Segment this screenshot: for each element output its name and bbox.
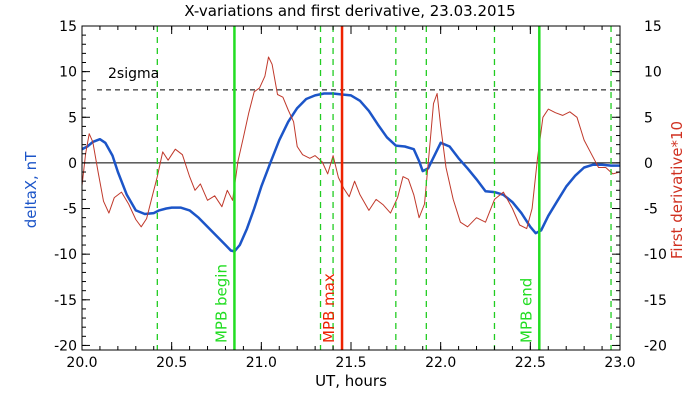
x-tick-label: 22.5 — [515, 355, 546, 371]
threshold-label: 2sigma — [108, 66, 159, 82]
y-tick-label-left: 15 — [59, 19, 77, 35]
y-tick-label-right: 5 — [644, 110, 653, 126]
x-tick-label: 22.0 — [425, 355, 456, 371]
x-tick-label: 21.0 — [246, 355, 277, 371]
y-tick-label-right: 15 — [644, 19, 662, 35]
series-line-derivative — [82, 56, 620, 230]
x-tick-label: 23.0 — [604, 355, 635, 371]
event-label-mpb-max: MPB max — [320, 273, 338, 343]
y-axis-label-right: First derivative*10 — [668, 121, 686, 259]
y-axis-label-left: deltaX, nT — [22, 151, 40, 228]
event-label-mpb-end: MPB end — [517, 278, 535, 343]
y-tick-label-right: 0 — [644, 156, 653, 172]
y-tick-label-right: -10 — [644, 247, 667, 263]
reference-lines — [82, 89, 620, 164]
y-tick-label-right: -20 — [644, 338, 667, 354]
chart-title: X-variations and first derivative, 23.03… — [184, 2, 515, 20]
x-tick-label: 20.5 — [156, 355, 187, 371]
x-tick-label: 21.5 — [335, 355, 366, 371]
event-lines: MPB begin MPB max MPB end — [156, 26, 612, 350]
y-tick-label-left: -20 — [54, 338, 77, 354]
y-tick-label-right: 10 — [644, 65, 662, 81]
y-tick-label-left: -15 — [54, 293, 77, 309]
y-tick-label-left: 10 — [59, 65, 77, 81]
y-tick-label-left: -5 — [63, 202, 77, 218]
x-tick-label: 20.0 — [66, 355, 97, 371]
axes: 20.0 20.5 21.0 21.5 22.0 22.5 23.0 15 15 10 10 5 5 0 0… — [54, 19, 667, 371]
y-tick-label-left: 0 — [68, 156, 77, 172]
y-tick-label-left: -10 — [54, 247, 77, 263]
event-label-mpb-begin: MPB begin — [212, 264, 230, 343]
y-tick-label-right: -15 — [644, 293, 667, 309]
y-tick-label-left: 5 — [68, 110, 77, 126]
y-tick-label-right: -5 — [644, 202, 658, 218]
x-axis-label: UT, hours — [315, 372, 387, 390]
